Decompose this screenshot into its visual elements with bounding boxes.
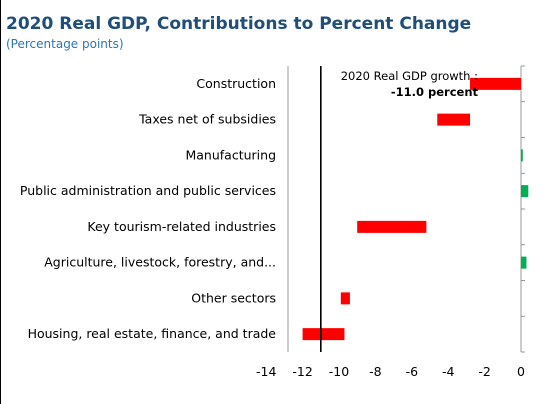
x-tick-label: 0 <box>517 364 525 379</box>
category-label: Construction <box>196 76 276 91</box>
x-tick-label: -6 <box>406 364 419 379</box>
category-label: Taxes net of subsidies <box>138 112 276 127</box>
annotation-value: -11.0 percent <box>391 85 479 99</box>
x-tick-label: -8 <box>369 364 382 379</box>
bar <box>302 328 345 341</box>
chart-title: 2020 Real GDP, Contributions to Percent … <box>6 14 472 34</box>
x-tick-label: -14 <box>256 364 276 379</box>
chart-subtitle: (Percentage points) <box>6 37 124 51</box>
annotation-text: 2020 Real GDP growth : <box>341 69 478 83</box>
bar <box>470 77 521 90</box>
bar <box>340 292 350 305</box>
x-tick-label: -2 <box>478 364 490 379</box>
x-tick-label: -10 <box>329 364 349 379</box>
category-label: Other sectors <box>191 290 276 305</box>
category-label: Public administration and public service… <box>20 183 276 198</box>
category-label: Manufacturing <box>185 147 276 162</box>
category-label: Key tourism-related industries <box>87 219 276 234</box>
bar <box>437 113 471 126</box>
bar <box>521 256 527 269</box>
bar <box>521 149 523 162</box>
bar <box>521 185 529 198</box>
category-label: Housing, real estate, finance, and trade <box>28 326 277 341</box>
x-tick-label: -12 <box>292 364 312 379</box>
x-tick-label: -4 <box>442 364 455 379</box>
bar <box>357 220 427 233</box>
category-label: Agriculture, livestock, forestry, and... <box>44 255 276 270</box>
